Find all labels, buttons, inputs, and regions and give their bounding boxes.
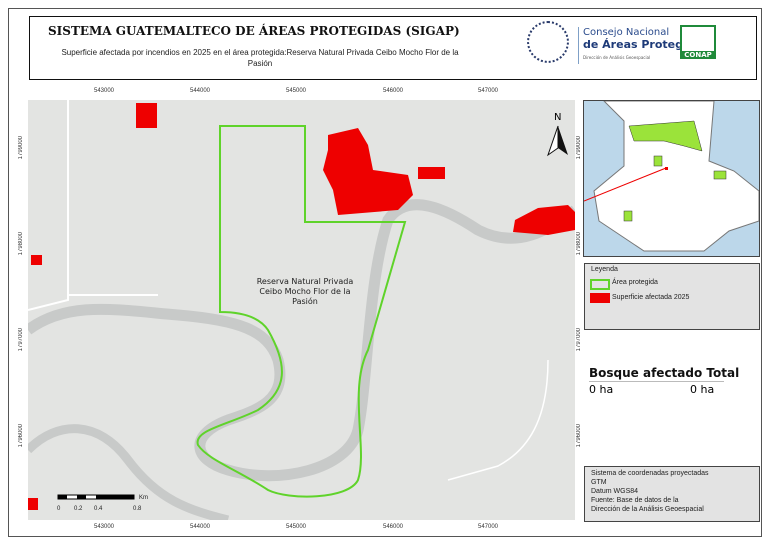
stats-header: Bosque afectado Total [589, 366, 739, 380]
x-tick-bottom: 546000 [383, 524, 404, 530]
y-tick-left: 1796000 [18, 424, 24, 448]
stats-col1: Bosque afectado [589, 366, 703, 380]
conap-logo-text: CONAP [680, 51, 716, 59]
legend-swatch-burned [590, 293, 610, 303]
stats-val2: 0 ha [690, 383, 715, 396]
y-tick-left: 1797000 [18, 328, 24, 352]
x-tick-top: 543000 [94, 88, 115, 94]
projection-info: Sistema de coordenadas proyectadas GTM D… [584, 466, 760, 522]
map-subtitle: Superficie afectada por incendios en 202… [61, 48, 459, 68]
x-tick-top: 546000 [383, 88, 404, 94]
scale-label: 0 [57, 506, 61, 512]
info-line: Dirección de la Análisis Geoespacial [591, 506, 704, 513]
scale-label: 0.2 [74, 506, 83, 512]
org-line2: de Áreas Protegidas [583, 38, 709, 51]
map-title: SISTEMA GUATEMALTECO DE ÁREAS PROTEGIDAS… [48, 24, 460, 38]
main-map[interactable]: N [28, 100, 575, 520]
org-line3: Dirección de Análisis Geoespacial [583, 55, 651, 60]
burned-areas [28, 103, 575, 510]
guatemala-seal-logo [527, 21, 569, 63]
y-tick-right: 1797000 [576, 328, 582, 352]
locator-map [583, 100, 760, 257]
y-tick-left: 1799000 [18, 136, 24, 160]
scale-unit: Km [139, 495, 148, 501]
conap-wordmark: Consejo Nacional de Áreas Protegidas Dir… [578, 27, 709, 64]
road [28, 100, 158, 311]
river-bottom [28, 424, 230, 520]
x-tick-bottom: 545000 [286, 524, 307, 530]
scale-bar [57, 494, 135, 500]
north-arrow: N [547, 112, 568, 157]
x-tick-bottom: 544000 [190, 524, 211, 530]
info-line: Datum WGS84 [591, 488, 639, 495]
legend-label: Superficie afectada 2025 [612, 294, 690, 301]
page-frame [8, 8, 762, 537]
info-line: Fuente: Base de datos de la [591, 497, 679, 504]
protected-area-boundary [196, 125, 407, 498]
scale-label: 0.8 [133, 506, 142, 512]
legend-label: Área protegida [612, 279, 658, 286]
x-tick-top: 547000 [478, 88, 499, 94]
legend-swatch-protected [590, 279, 610, 290]
legend: Leyenda Área protegida Superficie afecta… [584, 263, 760, 330]
y-tick-left: 1798000 [18, 232, 24, 256]
info-line: Sistema de coordenadas proyectadas [591, 470, 709, 477]
road [447, 359, 549, 481]
y-tick-right: 1796000 [576, 424, 582, 448]
x-tick-bottom: 547000 [478, 524, 499, 530]
info-line: GTM [591, 479, 607, 486]
conap-logo: CONAP [680, 25, 716, 59]
river [28, 199, 575, 482]
svg-text:N: N [554, 112, 561, 123]
x-tick-top: 544000 [190, 88, 211, 94]
x-tick-bottom: 543000 [94, 524, 115, 530]
y-tick-right: 1799000 [576, 136, 582, 160]
legend-title: Leyenda [591, 266, 618, 273]
header-box [29, 16, 757, 80]
stats-val1: 0 ha [589, 383, 614, 396]
stats-col2: Total [706, 366, 740, 380]
org-line1: Consejo Nacional [583, 27, 670, 38]
y-tick-right: 1798000 [576, 232, 582, 256]
protected-area-label: Reserva Natural Privada Ceibo Mocho Flor… [256, 277, 354, 306]
scale-label: 0.4 [94, 506, 103, 512]
x-tick-top: 545000 [286, 88, 307, 94]
